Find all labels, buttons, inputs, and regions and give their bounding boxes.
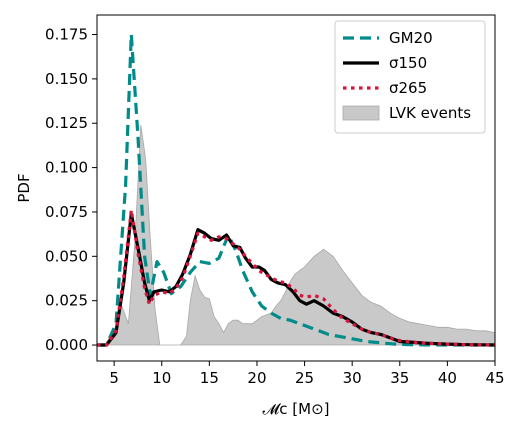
y-axis: 0.000 0.025 0.050 0.075 0.100 0.125 0.150 0.175 — [45, 26, 97, 354]
y-tick-label: 0.025 — [45, 292, 88, 310]
legend-swatch-lvk-events — [342, 105, 380, 121]
x-tick-label: 20 — [247, 369, 266, 387]
x-tick-label: 35 — [390, 369, 409, 387]
series-line-gm20 — [97, 32, 495, 347]
y-tick-label: 0.175 — [45, 26, 88, 44]
y-tick-label: 0.150 — [45, 70, 88, 88]
x-tick-label: 30 — [343, 369, 362, 387]
series-layer — [97, 32, 495, 347]
legend-label-265: σ265 — [389, 79, 427, 97]
y-tick-label: 0.100 — [45, 159, 88, 177]
x-tick-label: 5 — [109, 369, 119, 387]
y-tick-label: 0.000 — [45, 336, 88, 354]
x-tick-label: 15 — [200, 369, 219, 387]
legend-label-gm20: GM20 — [389, 29, 433, 47]
x-tick-label: 40 — [438, 369, 457, 387]
x-tick-label: 10 — [152, 369, 171, 387]
x-tick-label: 25 — [295, 369, 314, 387]
legend-label-lvk-events: LVK events — [389, 104, 471, 122]
y-tick-label: 0.050 — [45, 247, 88, 265]
x-tick-label: 45 — [485, 369, 504, 387]
legend-label-150: σ150 — [389, 54, 427, 72]
legend: GM20 σ150 σ265 LVK events — [334, 20, 486, 134]
series-line-265 — [97, 208, 495, 347]
x-axis-label: 𝓜c [M⊙] — [262, 400, 329, 418]
y-axis-label: PDF — [15, 173, 33, 202]
x-axis: 5 10 15 20 25 30 35 40 45 — [109, 361, 505, 387]
plot-frame — [96, 14, 496, 362]
y-tick-label: 0.125 — [45, 114, 88, 132]
legend-box — [334, 20, 486, 134]
y-tick-label: 0.075 — [45, 203, 88, 221]
